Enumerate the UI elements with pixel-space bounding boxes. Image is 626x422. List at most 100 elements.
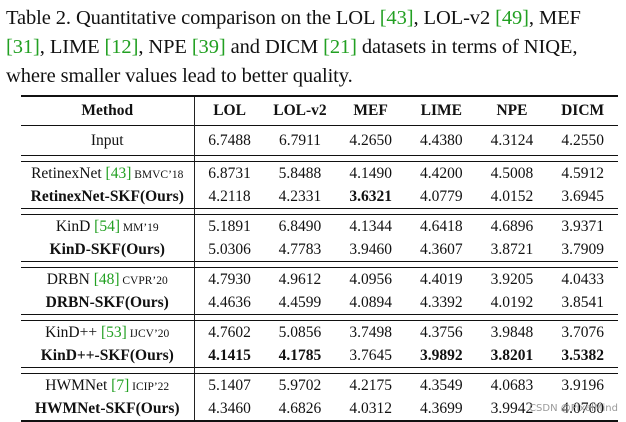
value-cell: 4.3607	[406, 238, 477, 262]
niqe-value: 4.0760	[561, 399, 604, 417]
citation-link[interactable]: [12]	[104, 36, 139, 58]
niqe-value: 4.6896	[490, 217, 534, 235]
niqe-value: 4.4599	[278, 293, 322, 311]
niqe-value: 4.4380	[419, 131, 463, 149]
table-body: Method LOL LOL-v2 MEF LIME NPE DICM Input 6.7488…	[21, 96, 618, 422]
niqe-value: 5.0856	[278, 323, 322, 341]
separator-cell	[476, 261, 548, 268]
value-cell: 4.6826	[264, 397, 336, 422]
value-cell: 3.7909	[547, 238, 618, 262]
value-cell: 4.1415	[193, 344, 265, 368]
venue-label: MM’19	[120, 221, 159, 234]
value-cell: 4.0433	[547, 268, 618, 292]
caption-text: datasets in terms of NIQE, where smaller…	[6, 36, 578, 87]
value-cell: 4.1490	[335, 162, 406, 186]
value-cell: 5.0306	[193, 238, 265, 262]
table-row: KinD-SKF(Ours) 5.0306 4.7783 3.9460 4.3607 3.…	[21, 238, 618, 262]
citation-link[interactable]: [43]	[379, 7, 414, 29]
niqe-value: 4.6826	[278, 399, 322, 417]
table-row: HWMNet [7] ICIP’22 5.1407 5.9702 4.2175 4.35…	[21, 373, 618, 398]
separator-cell	[547, 261, 618, 268]
value-cell: 6.7488	[193, 125, 265, 156]
method-cell: RetinexNet [43] BMVC’18	[21, 162, 194, 186]
separator-cell	[264, 208, 336, 215]
separator-cell	[335, 367, 406, 374]
niqe-value: 4.0956	[349, 270, 392, 288]
niqe-value: 4.7930	[208, 270, 251, 288]
separator-cell	[21, 208, 194, 215]
separator-cell	[335, 261, 406, 268]
niqe-value: 4.7783	[278, 240, 322, 258]
caption-text: Table 2. Quantitative comparison on the …	[6, 7, 380, 29]
table-row: KinD++ [53] IJCV’20 4.7602 5.0856 3.7498 4.3…	[21, 320, 618, 345]
separator-cell	[193, 367, 265, 374]
value-cell: 3.9205	[477, 268, 548, 292]
value-cell: 3.8541	[547, 291, 618, 315]
table-caption: Table 2. Quantitative comparison on the …	[6, 4, 618, 91]
column-header: DICM	[561, 102, 605, 119]
citation-link[interactable]: [49]	[495, 7, 529, 29]
value-cell: 4.2331	[265, 185, 336, 209]
venue-label: IJCV’20	[126, 327, 170, 340]
value-cell: 4.4636	[193, 291, 265, 315]
caption-text: , LOL-v2	[413, 7, 496, 29]
value-cell: 4.9612	[265, 268, 336, 292]
value-cell: 4.5912	[547, 162, 618, 186]
table-row: RetinexNet-SKF(Ours) 4.2118 4.2331 3.6321 4.…	[21, 185, 618, 209]
caption-text: , MEF	[528, 7, 581, 29]
citation-link[interactable]: [7]	[111, 376, 130, 394]
method-name: Input	[90, 131, 124, 149]
value-cell: 6.8490	[265, 215, 336, 239]
citation-link[interactable]: [48]	[93, 270, 120, 288]
column-header: Method	[81, 102, 134, 119]
separator-cell	[21, 367, 194, 374]
niqe-value: 5.1407	[208, 376, 251, 394]
citation-link[interactable]: [31]	[6, 36, 40, 58]
niqe-value: 4.6418	[419, 217, 463, 235]
niqe-value: 4.3756	[419, 323, 463, 341]
niqe-comparison-table: Method LOL LOL-v2 MEF LIME NPE DICM Input 6.7488…	[21, 95, 618, 422]
group-separator	[21, 155, 618, 162]
value-cell: 4.7783	[265, 238, 336, 262]
value-cell: 4.4200	[406, 162, 477, 186]
separator-cell	[405, 314, 477, 321]
caption-text: , LIME	[39, 36, 105, 58]
separator-cell	[476, 314, 548, 321]
method-name: RetinexNet-SKF(Ours)	[30, 187, 184, 205]
value-cell: 3.9848	[477, 321, 548, 345]
niqe-value: 3.7498	[349, 323, 392, 341]
method-name: RetinexNet	[31, 164, 106, 182]
method-name: HWMNet-SKF(Ours)	[34, 399, 180, 417]
table-row: Input 6.7488 6.7911 4.2650 4.4380 4.3124 4.255…	[21, 125, 618, 156]
niqe-value: 4.2550	[561, 131, 604, 149]
separator-cell	[335, 208, 406, 215]
method-cell: DRBN [48] CVPR’20	[21, 268, 194, 292]
citation-link[interactable]: [21]	[323, 36, 357, 58]
caption-text: , NPE	[138, 36, 192, 58]
method-name: KinD++	[45, 323, 101, 341]
niqe-value: 6.7488	[208, 131, 251, 149]
value-cell: 4.3392	[406, 291, 477, 315]
separator-cell	[547, 367, 618, 374]
separator-cell	[476, 208, 548, 215]
niqe-value: 4.0192	[490, 293, 534, 311]
niqe-value: 6.8731	[208, 164, 251, 182]
value-cell: 3.7076	[547, 321, 618, 345]
niqe-value: 4.1785	[278, 346, 322, 364]
value-cell: 3.8721	[477, 238, 548, 262]
group-separator	[21, 367, 618, 374]
value-cell: 4.2175	[335, 374, 406, 398]
value-cell: 4.6418	[406, 215, 477, 239]
separator-cell	[405, 261, 477, 268]
separator-cell	[405, 367, 477, 374]
niqe-value: 3.8541	[561, 293, 604, 311]
value-cell: 4.6896	[477, 215, 548, 239]
citation-link[interactable]: [54]	[94, 217, 120, 235]
method-name: KinD	[55, 217, 95, 235]
citation-link[interactable]: [53]	[100, 323, 127, 341]
citation-link[interactable]: [39]	[191, 36, 226, 58]
method-cell: KinD++ [53] IJCV’20	[21, 321, 194, 345]
citation-link[interactable]: [43]	[105, 164, 132, 182]
niqe-value: 4.2650	[349, 131, 392, 149]
niqe-value: 5.9702	[278, 376, 322, 394]
